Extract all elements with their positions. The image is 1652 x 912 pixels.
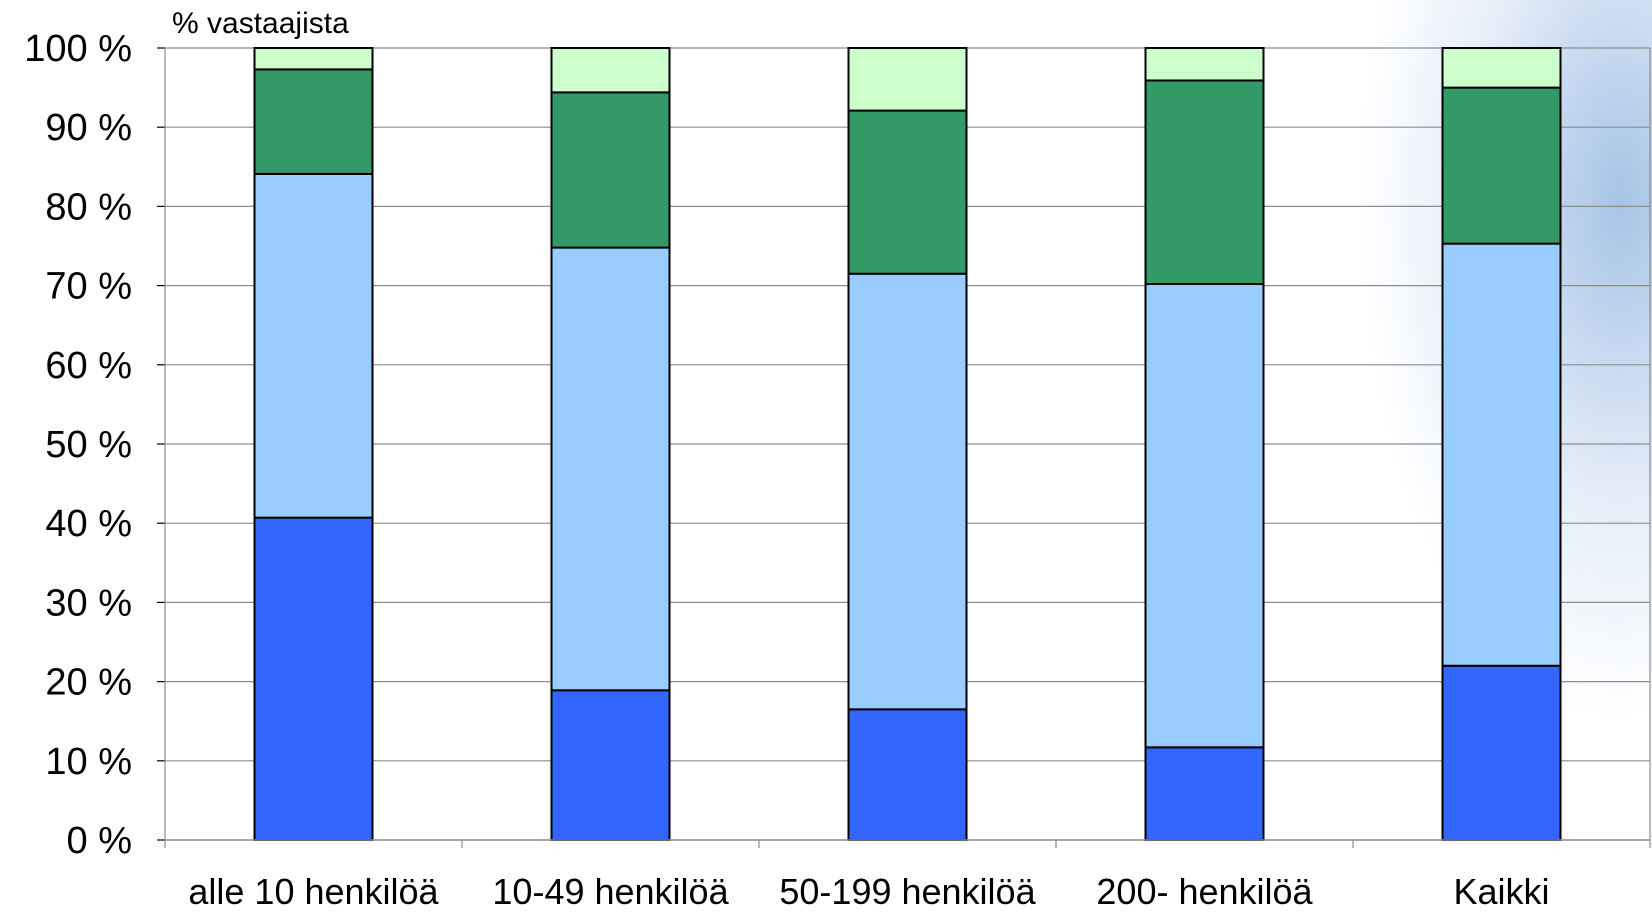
bar-segment: [847, 47, 968, 112]
x-category-label: Kaikki: [1453, 871, 1549, 912]
y-axis-unit-label: % vastaajista: [172, 7, 349, 40]
bars: [253, 47, 1562, 842]
bar-segment: [1441, 47, 1562, 89]
y-tick-label: 40 %: [45, 503, 132, 545]
bar-segment: [550, 91, 671, 249]
y-tick-label: 20 %: [45, 662, 132, 704]
y-tick-label: 60 %: [45, 345, 132, 387]
y-tick-label: 80 %: [45, 186, 132, 228]
bar-segment: [1144, 47, 1265, 82]
bar-segment: [1441, 242, 1562, 667]
x-category-labels: alle 10 henkilöä 10-49 henkilöä 50-199 hen…: [188, 871, 1549, 912]
y-tick-label: 100 %: [24, 28, 132, 70]
y-tick-label: 90 %: [45, 107, 132, 149]
bar-segment: [1144, 283, 1265, 749]
y-tick-label: 0 %: [67, 820, 132, 862]
bar-segment: [253, 68, 374, 175]
bar-segment: [847, 272, 968, 711]
y-tick-label: 50 %: [45, 424, 132, 466]
x-category-label: alle 10 henkilöä: [188, 871, 439, 912]
bar-segment: [253, 172, 374, 519]
bar-segment: [1441, 664, 1562, 842]
bar-segment: [253, 516, 374, 841]
bar-segment: [550, 246, 671, 692]
x-category-label: 200- henkilöä: [1096, 871, 1313, 912]
y-tick-label: 30 %: [45, 582, 132, 624]
bar-segment: [847, 708, 968, 841]
bar-segment: [1144, 79, 1265, 286]
bar-segment: [550, 47, 671, 94]
y-tick-label: 10 %: [45, 741, 132, 783]
bar-segment: [1144, 746, 1265, 841]
x-category-label: 50-199 henkilöä: [779, 871, 1036, 912]
axes: [157, 47, 1651, 848]
y-tick-labels: 0 % 10 % 20 % 30 % 40 % 50 % 60 % 70 % 80 % 90 % 1…: [24, 28, 132, 862]
bar-segment: [847, 109, 968, 275]
bar-segment: [253, 47, 374, 71]
y-tick-label: 70 %: [45, 266, 132, 308]
bar-segment: [1441, 86, 1562, 245]
x-category-label: 10-49 henkilöä: [492, 871, 729, 912]
bar-segment: [550, 689, 671, 842]
